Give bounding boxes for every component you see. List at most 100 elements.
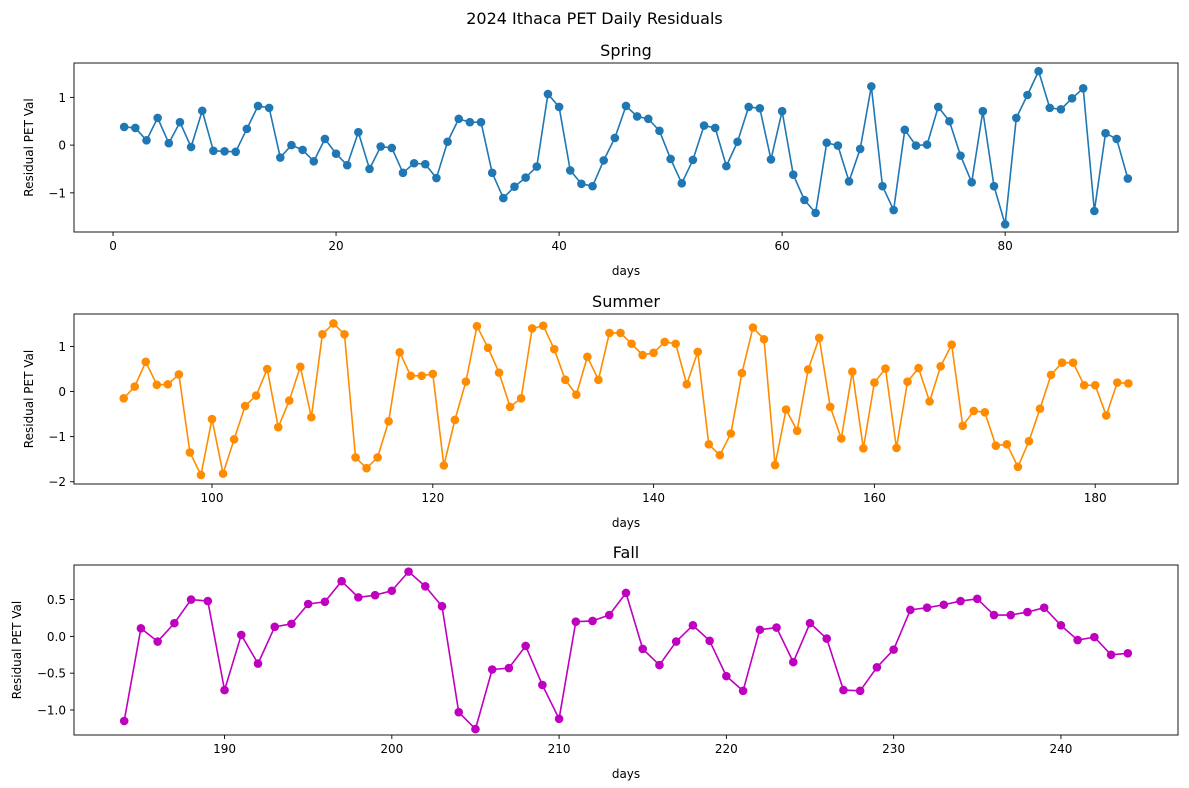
data-point [351,453,360,462]
data-point [538,321,548,331]
axes-frame [73,62,1179,233]
data-point [722,671,731,681]
data-point [1101,411,1111,420]
data-point [688,621,698,630]
data-point [251,391,261,400]
data-point [532,162,542,171]
data-point [792,426,802,436]
data-point [543,89,553,99]
data-point [409,158,419,168]
data-point [1112,134,1121,144]
data-point [956,596,965,606]
data-point [1067,94,1077,103]
data-point [307,412,316,422]
subplot-spring: Spring 0 20 40 60 80 −1 0 1 days Residual PET Val [22,41,1179,278]
data-point [855,144,865,154]
data-point [1002,440,1012,449]
data-point [766,155,776,164]
data-point [273,422,283,432]
data-point [688,155,698,165]
data-point [1073,635,1082,645]
data-point [262,364,272,374]
data-point [1090,632,1099,642]
data-point [549,344,559,354]
data-point [872,662,882,672]
data-point [439,461,449,470]
data-point [417,371,427,381]
data-point [428,369,438,379]
data-point [610,133,620,143]
data-point [803,365,813,374]
data-point [704,440,714,449]
data-point [733,137,742,147]
data-point [666,154,675,164]
y-axis-label: Residual PET Val [22,98,36,196]
data-point [476,117,486,127]
data-point [677,179,687,188]
data-point [726,429,736,438]
data-point [1034,66,1043,76]
y-tick-label: 0 [58,385,66,399]
data-point [991,441,1001,450]
data-point [839,685,848,695]
x-tick-label: 180 [1084,491,1107,505]
data-point [487,168,497,178]
data-point [136,623,146,633]
data-point [1090,206,1099,216]
data-point [1106,650,1116,660]
axes-frame [73,313,1179,485]
y-axis-label: Residual PET Val [10,601,24,699]
data-point [384,417,393,426]
y-tick-label: −0.5 [37,667,66,681]
data-point [1078,84,1088,93]
data-point [331,149,341,159]
data-point [398,168,408,178]
data-point [494,368,504,377]
data-point [174,370,184,379]
data-point [605,328,614,338]
data-point [218,469,228,478]
x-tick-label: 230 [882,742,905,756]
subplot-title: Fall [613,543,639,562]
data-point [437,601,447,611]
x-axis-label: days [612,516,640,530]
data-point [420,582,430,591]
data-point [911,141,921,150]
data-point [682,380,692,389]
data-point [748,323,758,332]
data-point [264,103,274,113]
x-tick-label: 40 [551,239,566,253]
data-point [638,644,648,654]
data-point [1101,128,1110,138]
data-point [510,182,519,191]
data-point [443,137,452,147]
data-point [186,142,196,152]
x-tick-label: 220 [715,742,738,756]
data-point [1039,603,1049,612]
data-point [119,122,129,132]
data-point [737,368,747,378]
data-point [616,328,625,338]
data-point [487,665,497,674]
data-point [649,348,658,358]
data-point [309,157,319,166]
data-point [240,401,250,411]
data-point [483,343,493,353]
data-point [209,146,218,156]
y-tick-label: 0.0 [47,630,66,644]
data-point [207,414,217,424]
data-point [738,686,748,696]
data-point [565,166,575,175]
data-point [354,593,363,602]
data-point [432,173,441,183]
y-tick-label: 1 [58,91,66,105]
data-point [588,181,597,191]
data-point [969,406,979,416]
data-point [781,405,791,414]
data-point [296,362,305,372]
data-point [450,415,460,425]
y-tick-label: 0.5 [47,593,66,607]
data-point [387,586,397,596]
data-point [454,707,464,717]
